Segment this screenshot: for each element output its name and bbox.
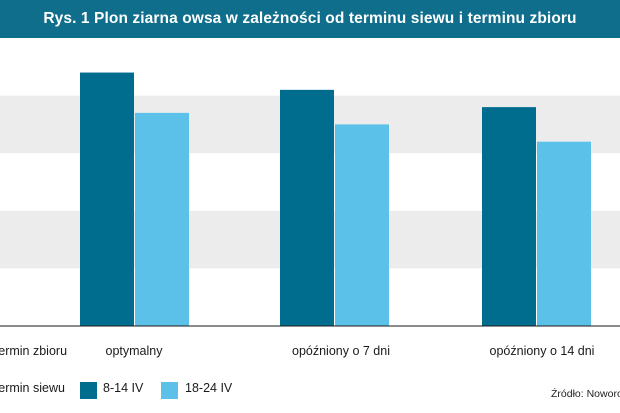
bar-1-3 bbox=[482, 107, 536, 327]
category-labels: optymalny opóźniony o 7 dni opóźniony o 14… bbox=[106, 344, 595, 358]
category-axis-title: Termin zbioru bbox=[0, 344, 67, 358]
bars bbox=[80, 72, 591, 327]
bar-chart: Termin zbioru optymalny opóźniony o 7 dni… bbox=[0, 38, 620, 358]
legend-swatch-series-2 bbox=[161, 382, 178, 399]
bar-1-2 bbox=[280, 89, 334, 326]
legend-label-series-1: 8-14 IV bbox=[103, 381, 144, 395]
legend-label-series-2: 18-24 IV bbox=[185, 381, 233, 395]
source-note: Źródło: Noworo bbox=[551, 388, 620, 400]
category-label-1: optymalny bbox=[106, 344, 164, 358]
legend-title: Termin siewu bbox=[0, 381, 65, 395]
bar-2-1 bbox=[135, 112, 189, 326]
chart-title: Rys. 1 Plon ziarna owsa w zależności od … bbox=[0, 0, 620, 38]
category-label-3: opóźniony o 14 dni bbox=[490, 344, 595, 358]
bar-2-3 bbox=[537, 141, 591, 326]
legend: Termin siewu 8-14 IV 18-24 IV Źródło: No… bbox=[0, 372, 620, 413]
legend-swatch-series-1 bbox=[80, 382, 97, 399]
bar-2-2 bbox=[335, 124, 389, 327]
category-label-2: opóźniony o 7 dni bbox=[292, 344, 390, 358]
bar-1-1 bbox=[80, 72, 134, 326]
